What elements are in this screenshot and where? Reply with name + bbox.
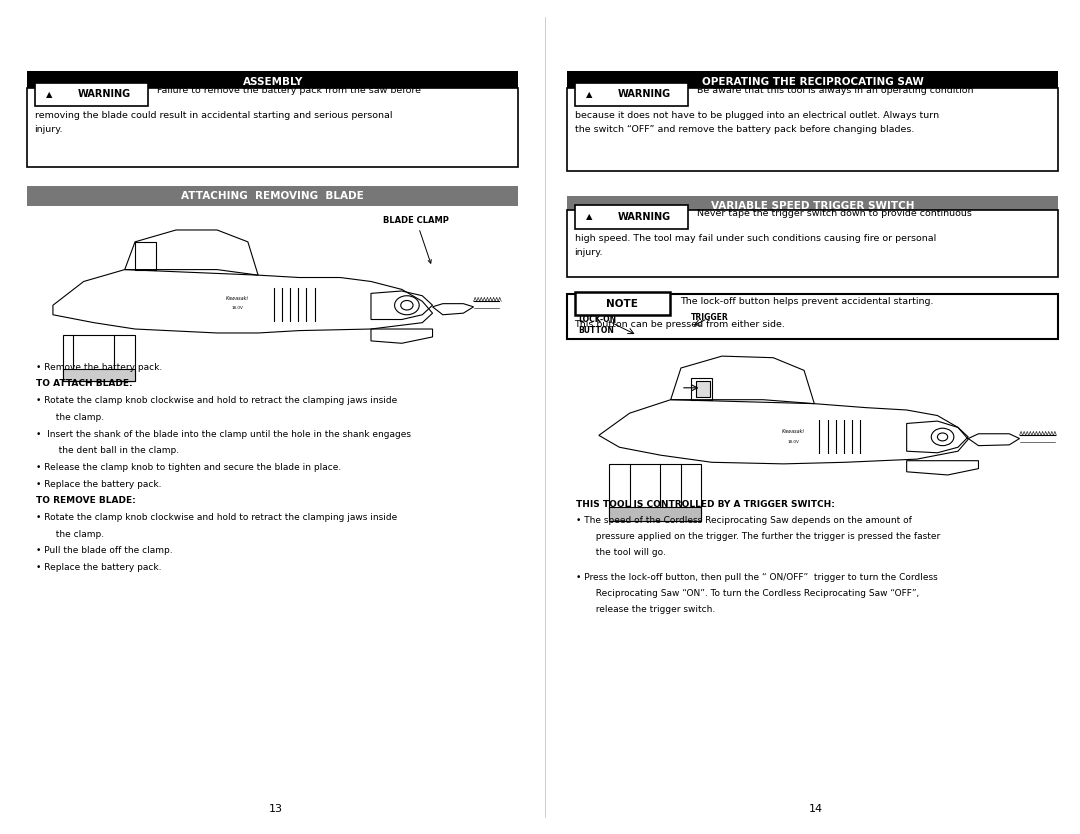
Text: VARIABLE SPEED TRIGGER SWITCH: VARIABLE SPEED TRIGGER SWITCH: [711, 201, 915, 211]
Text: BLADE CLAMP: BLADE CLAMP: [383, 216, 449, 264]
FancyBboxPatch shape: [567, 210, 1058, 277]
Text: • Rotate the clamp knob clockwise and hold to retract the clamping jaws inside: • Rotate the clamp knob clockwise and ho…: [36, 513, 396, 522]
Text: TO ATTACH BLADE:: TO ATTACH BLADE:: [36, 379, 132, 389]
Text: • The speed of the Cordless Reciprocating Saw depends on the amount of: • The speed of the Cordless Reciprocatin…: [576, 516, 912, 525]
Text: The lock-off button helps prevent accidental starting.: The lock-off button helps prevent accide…: [680, 297, 934, 305]
FancyBboxPatch shape: [27, 186, 518, 206]
Text: This button can be pressed from either side.: This button can be pressed from either s…: [575, 320, 785, 329]
Text: release the trigger switch.: release the trigger switch.: [590, 605, 715, 614]
Text: • Rotate the clamp knob clockwise and hold to retract the clamping jaws inside: • Rotate the clamp knob clockwise and ho…: [36, 396, 396, 405]
Polygon shape: [609, 506, 702, 521]
Text: •  Insert the shank of the blade into the clamp until the hole in the shank enga: • Insert the shank of the blade into the…: [36, 430, 410, 439]
Text: injury.: injury.: [575, 248, 603, 257]
FancyBboxPatch shape: [35, 83, 148, 106]
Text: 18.0V: 18.0V: [788, 440, 799, 444]
Text: injury.: injury.: [35, 125, 63, 134]
Text: ASSEMBLY: ASSEMBLY: [243, 77, 302, 87]
Text: ▲: ▲: [586, 213, 593, 221]
FancyBboxPatch shape: [567, 88, 1058, 171]
Text: WARNING: WARNING: [618, 89, 672, 99]
Text: Be aware that this tool is always in an operating condition: Be aware that this tool is always in an …: [697, 87, 973, 95]
Text: 18.0V: 18.0V: [232, 306, 243, 310]
Text: • Replace the battery pack.: • Replace the battery pack.: [36, 563, 161, 572]
Text: the clamp.: the clamp.: [50, 530, 104, 539]
Text: the tool will go.: the tool will go.: [590, 548, 665, 557]
FancyBboxPatch shape: [575, 292, 670, 315]
Text: Failure to remove the battery pack from the saw before: Failure to remove the battery pack from …: [157, 87, 420, 95]
FancyBboxPatch shape: [567, 196, 1058, 216]
Text: TO REMOVE BLADE:: TO REMOVE BLADE:: [36, 496, 135, 505]
Text: 14: 14: [808, 804, 823, 814]
Text: 13: 13: [269, 804, 282, 814]
Text: because it does not have to be plugged into an electrical outlet. Always turn: because it does not have to be plugged i…: [575, 111, 939, 120]
Text: WARNING: WARNING: [78, 89, 132, 99]
Text: the clamp.: the clamp.: [50, 413, 104, 422]
Text: high speed. The tool may fail under such conditions causing fire or personal: high speed. The tool may fail under such…: [575, 234, 935, 243]
FancyBboxPatch shape: [567, 294, 1058, 339]
Text: Kawasaki: Kawasaki: [226, 296, 249, 301]
Polygon shape: [63, 369, 135, 380]
FancyBboxPatch shape: [575, 205, 688, 229]
Text: • Remove the battery pack.: • Remove the battery pack.: [36, 363, 162, 372]
Text: ATTACHING  REMOVING  BLADE: ATTACHING REMOVING BLADE: [181, 191, 364, 201]
FancyBboxPatch shape: [575, 83, 688, 106]
FancyBboxPatch shape: [567, 71, 1058, 93]
Text: TRIGGER: TRIGGER: [691, 313, 729, 322]
Polygon shape: [697, 381, 710, 397]
FancyBboxPatch shape: [27, 71, 518, 93]
Text: Never tape the trigger switch down to provide continuous: Never tape the trigger switch down to pr…: [697, 209, 972, 218]
Text: the dent ball in the clamp.: the dent ball in the clamp.: [50, 446, 179, 455]
Text: • Pull the blade off the clamp.: • Pull the blade off the clamp.: [36, 546, 173, 555]
Text: ▲: ▲: [46, 90, 53, 98]
Text: • Press the lock-off button, then pull the “ ON/OFF”  trigger to turn the Cordle: • Press the lock-off button, then pull t…: [576, 573, 937, 582]
Text: ▲: ▲: [586, 90, 593, 98]
Text: • Replace the battery pack.: • Replace the battery pack.: [36, 480, 161, 489]
FancyBboxPatch shape: [27, 88, 518, 167]
Text: THIS TOOL IS CONTROLLED BY A TRIGGER SWITCH:: THIS TOOL IS CONTROLLED BY A TRIGGER SWI…: [576, 500, 835, 510]
Text: pressure applied on the trigger. The further the trigger is pressed the faster: pressure applied on the trigger. The fur…: [590, 532, 940, 541]
Text: WARNING: WARNING: [618, 212, 672, 222]
Text: OPERATING THE RECIPROCATING SAW: OPERATING THE RECIPROCATING SAW: [702, 77, 923, 87]
Text: NOTE: NOTE: [606, 299, 638, 309]
Text: the switch “OFF” and remove the battery pack before changing blades.: the switch “OFF” and remove the battery …: [575, 125, 914, 134]
Text: • Release the clamp knob to tighten and secure the blade in place.: • Release the clamp knob to tighten and …: [36, 463, 341, 472]
Text: Kawasaki: Kawasaki: [782, 429, 806, 434]
Text: removing the blade could result in accidental starting and serious personal: removing the blade could result in accid…: [35, 111, 392, 120]
Text: Reciprocating Saw “ON”. To turn the Cordless Reciprocating Saw “OFF”,: Reciprocating Saw “ON”. To turn the Cord…: [590, 589, 919, 598]
Text: LOCK-ON
BUTTON: LOCK-ON BUTTON: [578, 315, 616, 334]
